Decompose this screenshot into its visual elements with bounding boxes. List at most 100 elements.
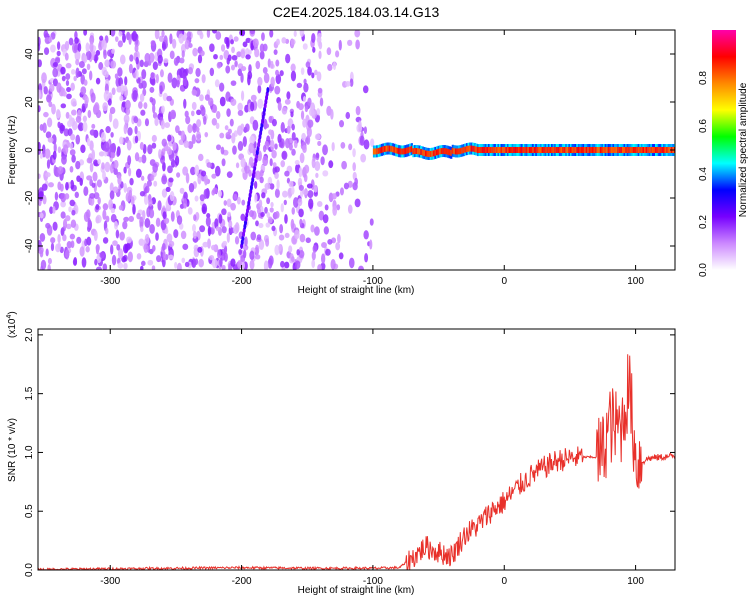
noise-cell	[240, 72, 244, 83]
tone-cell-core	[417, 148, 420, 155]
noise-cell	[134, 152, 140, 162]
noise-cell	[220, 44, 226, 52]
colorbar-tick-label: 0.8	[698, 71, 709, 85]
noise-cell	[114, 36, 119, 42]
tone-cell-core	[462, 147, 465, 154]
noise-cell	[354, 198, 361, 208]
y-tick-label: 0.0	[24, 563, 35, 577]
noise-cell	[70, 219, 77, 228]
noise-cell	[299, 218, 303, 226]
noise-cell	[188, 42, 193, 49]
noise-cell	[211, 117, 218, 126]
noise-cell	[327, 238, 333, 245]
noise-cell	[307, 190, 314, 199]
noise-cell	[103, 141, 110, 153]
noise-cell	[71, 109, 77, 116]
noise-cell	[85, 209, 91, 219]
tone-cell-core	[648, 147, 651, 153]
noise-cell	[190, 166, 196, 176]
noise-cell	[138, 101, 143, 109]
noise-cell	[298, 250, 305, 259]
noise-cell	[323, 226, 329, 235]
noise-cell	[164, 228, 169, 235]
noise-cell	[57, 146, 62, 154]
noise-cell	[141, 80, 147, 89]
noise-cell	[209, 67, 215, 77]
noise-cell	[248, 49, 252, 55]
noise-cell	[230, 98, 237, 106]
tone-cell-core	[521, 147, 524, 153]
noise-cell	[187, 67, 193, 75]
noise-cell	[219, 132, 225, 139]
noise-cell	[234, 236, 240, 245]
noise-cell	[172, 141, 177, 151]
tone-cell-core	[647, 147, 650, 153]
tone-cell-core	[551, 147, 554, 153]
noise-cell	[147, 259, 154, 266]
noise-cell	[71, 154, 76, 163]
noise-cell	[299, 30, 305, 38]
noise-cell	[298, 166, 303, 178]
noise-cell	[252, 119, 259, 131]
noise-cell	[176, 262, 182, 270]
noise-cell	[107, 98, 112, 106]
noise-cell	[166, 233, 173, 243]
tone-cell-core	[533, 147, 536, 153]
noise-cell	[128, 63, 133, 74]
tone-cell-core	[483, 147, 486, 153]
tone-cell-core	[451, 147, 454, 154]
noise-cell	[221, 158, 226, 167]
noise-cell	[275, 73, 282, 85]
tone-cell-core	[607, 147, 610, 153]
noise-cell	[197, 246, 203, 253]
noise-cell	[52, 78, 58, 87]
tone-cell-core	[486, 147, 489, 153]
tone-cell-core	[514, 147, 517, 153]
noise-cell	[95, 204, 100, 210]
noise-cell	[128, 33, 132, 45]
snr-frame	[37, 328, 676, 571]
noise-cell	[140, 109, 146, 116]
noise-cell	[214, 165, 221, 177]
noise-cell	[111, 254, 117, 266]
tone-cell-core	[659, 147, 662, 153]
noise-cell	[199, 194, 205, 202]
noise-cell	[60, 200, 66, 208]
noise-cell	[290, 38, 295, 49]
tone-cell-core	[588, 147, 592, 153]
tone-cell-core	[539, 147, 543, 153]
noise-cell	[199, 94, 204, 102]
tone-cell-core	[563, 147, 566, 153]
noise-cell	[181, 72, 187, 79]
noise-cell	[274, 172, 279, 180]
noise-cell	[117, 248, 124, 259]
noise-cell	[93, 230, 98, 242]
noise-cell	[123, 166, 127, 174]
noise-cell	[45, 172, 51, 178]
noise-cell	[113, 159, 119, 169]
noise-cell	[62, 144, 69, 156]
noise-cell	[226, 171, 233, 178]
noise-cell	[215, 226, 220, 232]
tone-cell-core	[582, 147, 585, 153]
noise-cell	[312, 46, 316, 53]
noise-cell	[358, 120, 362, 131]
noise-cell	[136, 253, 142, 260]
noise-cell	[119, 54, 126, 65]
noise-cell	[279, 224, 284, 234]
noise-cell	[99, 252, 105, 259]
noise-cell	[203, 115, 207, 125]
noise-cell	[245, 54, 251, 60]
noise-cell	[194, 78, 200, 84]
noise-cell	[96, 179, 103, 188]
noise-cell	[99, 35, 104, 41]
noise-cell	[322, 170, 329, 177]
noise-cell	[267, 257, 273, 269]
noise-cell	[95, 244, 100, 252]
noise-cell	[258, 239, 265, 251]
tone-cell-core	[606, 147, 609, 153]
noise-cell	[59, 124, 66, 132]
noise-cell	[167, 165, 173, 174]
tone-cell-core	[454, 148, 458, 155]
top-y-ticks: -40 -20 0 20 40	[24, 48, 675, 253]
